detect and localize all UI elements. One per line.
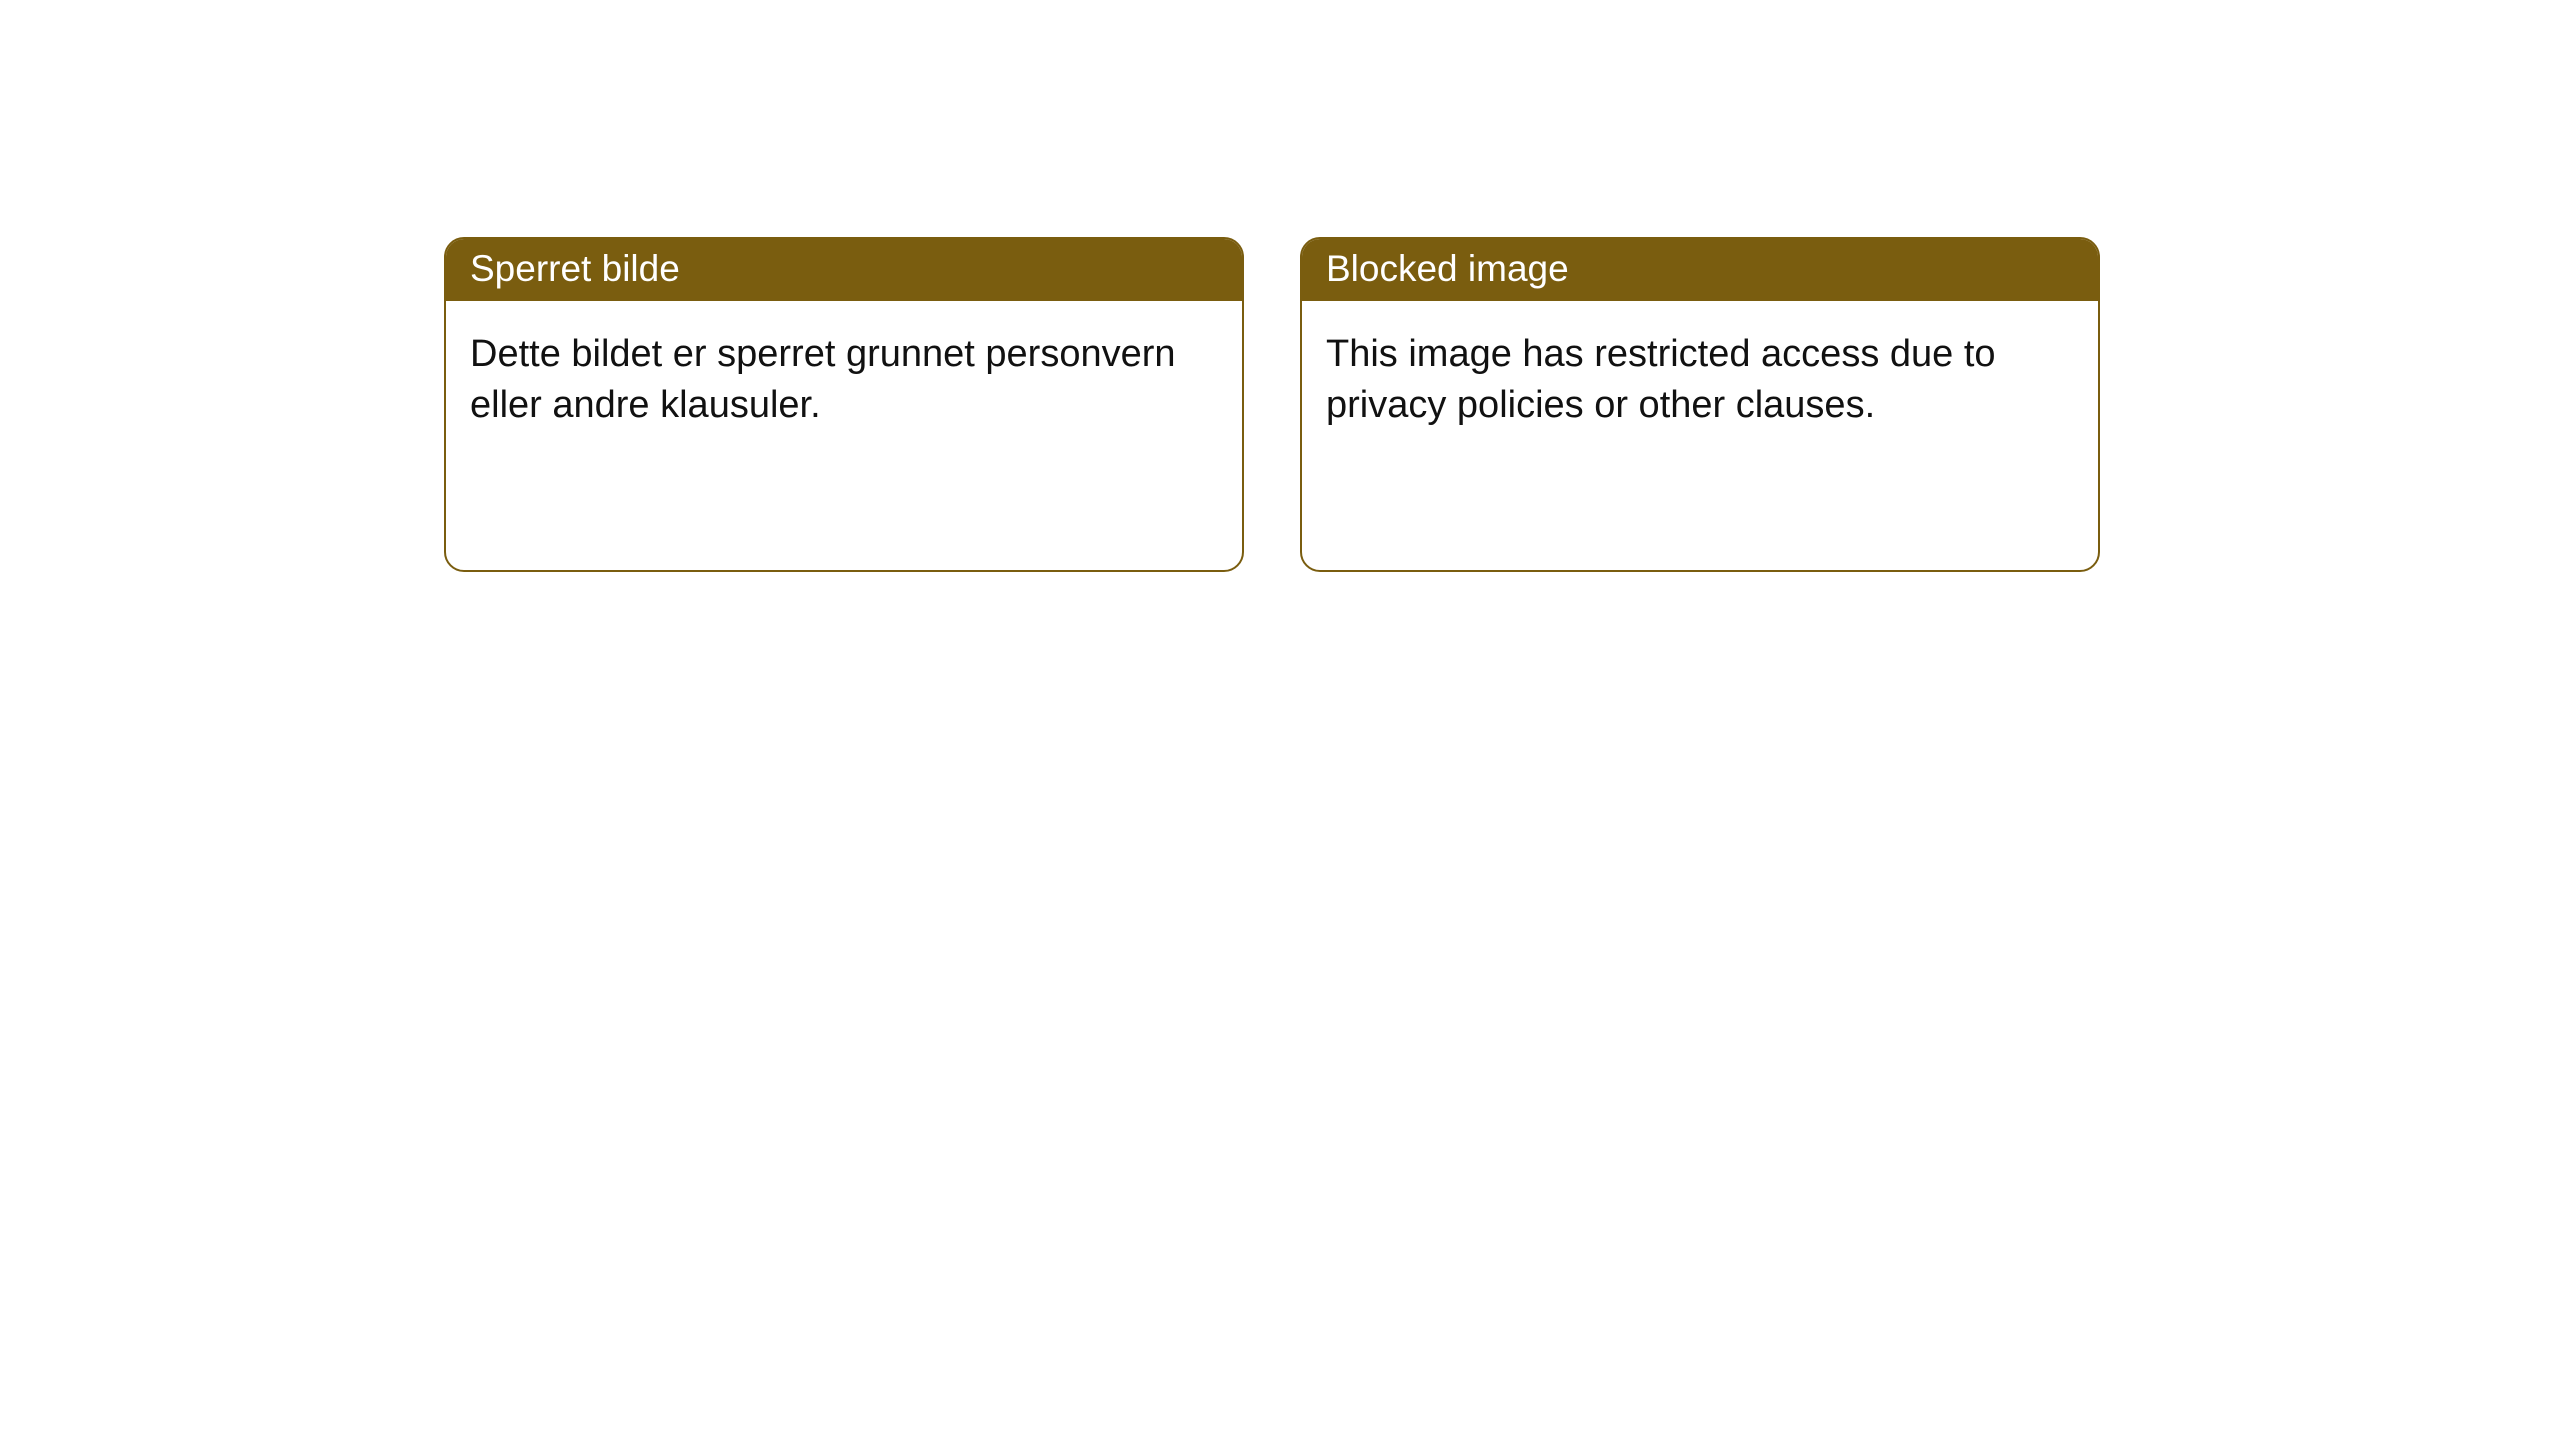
notice-body-norwegian: Dette bildet er sperret grunnet personve… bbox=[446, 301, 1242, 457]
notice-body-english: This image has restricted access due to … bbox=[1302, 301, 2098, 457]
notice-card-norwegian: Sperret bilde Dette bildet er sperret gr… bbox=[444, 237, 1244, 572]
notice-title-english: Blocked image bbox=[1302, 239, 2098, 301]
notice-container: Sperret bilde Dette bildet er sperret gr… bbox=[444, 237, 2100, 572]
notice-title-norwegian: Sperret bilde bbox=[446, 239, 1242, 301]
notice-card-english: Blocked image This image has restricted … bbox=[1300, 237, 2100, 572]
